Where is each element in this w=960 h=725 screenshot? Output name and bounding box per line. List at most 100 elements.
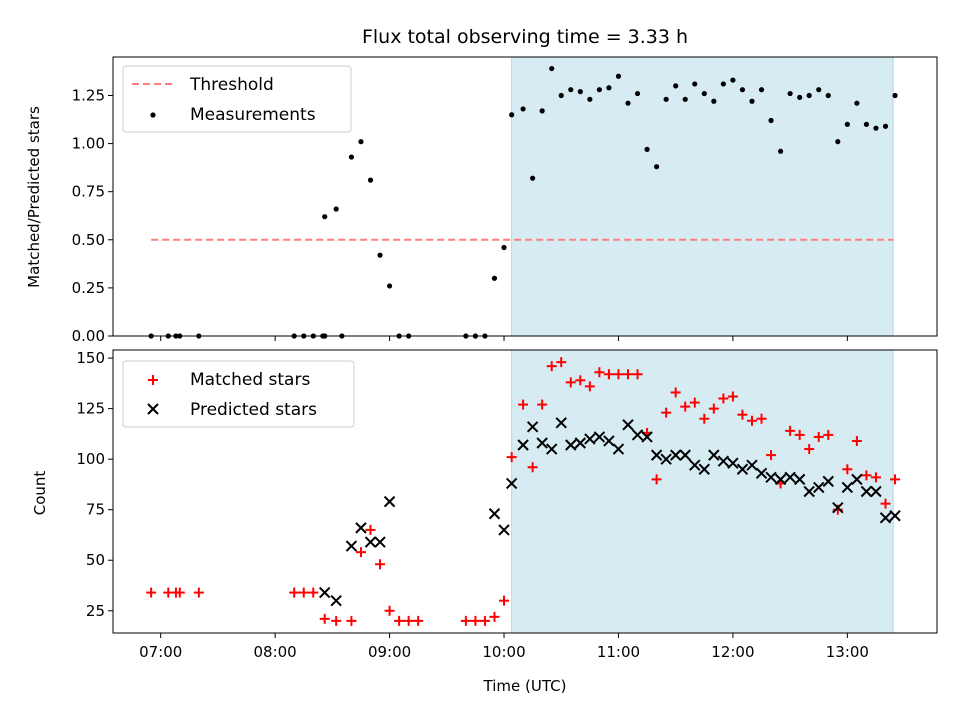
predicted-star-point bbox=[330, 594, 342, 607]
predicted-star-point bbox=[631, 429, 644, 441]
y-tick-label: 0.50 bbox=[72, 231, 105, 249]
top-x-ticks bbox=[160, 336, 848, 341]
matched-star-point bbox=[890, 474, 901, 485]
predicted-star-point bbox=[774, 473, 787, 486]
predicted-star-point bbox=[689, 459, 701, 471]
predicted-star-point bbox=[784, 471, 796, 484]
x-stroke-b bbox=[536, 437, 548, 449]
measurement-point bbox=[768, 117, 774, 124]
x-stroke-b bbox=[593, 431, 606, 443]
predicted-star-point bbox=[870, 485, 882, 498]
measurement-point bbox=[596, 87, 602, 93]
matched-star-point bbox=[603, 369, 614, 380]
predicted-star-point bbox=[832, 501, 844, 514]
predicted-star-point bbox=[622, 419, 634, 431]
x-tick-label: 12:00 bbox=[711, 643, 754, 661]
x-stroke-b bbox=[330, 594, 342, 607]
matched-star-point bbox=[842, 464, 853, 475]
x-stroke-b bbox=[860, 485, 873, 498]
matched-star-point bbox=[527, 462, 538, 473]
x-tick-label: 11:00 bbox=[597, 643, 640, 661]
measurement-point bbox=[701, 90, 707, 97]
measurement-point bbox=[577, 89, 583, 95]
predicted-star-point bbox=[717, 455, 730, 467]
measurement-point bbox=[587, 96, 593, 102]
x-stroke-b bbox=[641, 431, 653, 443]
legend-predicted-label: Predicted stars bbox=[190, 400, 317, 420]
matched-star-point bbox=[670, 387, 681, 398]
predicted-star-point bbox=[355, 522, 367, 534]
matched-star-point bbox=[403, 615, 414, 626]
top-chart-title: Flux total observing time = 3.33 h bbox=[362, 26, 688, 48]
predicted-star-point bbox=[641, 431, 653, 443]
matched-star-point bbox=[331, 615, 342, 626]
predicted-star-point bbox=[669, 449, 682, 461]
x-stroke-b bbox=[603, 435, 615, 447]
bottom-legend: Matched stars Predicted stars bbox=[122, 360, 355, 428]
predicted-star-point bbox=[505, 477, 518, 490]
predicted-star-point bbox=[879, 512, 892, 524]
matched-star-point bbox=[632, 369, 643, 380]
measurement-point bbox=[501, 244, 507, 251]
predicted-star-point bbox=[813, 481, 825, 494]
bottom-axes-frame bbox=[112, 349, 938, 634]
matched-star-point bbox=[394, 615, 405, 626]
predicted-star-point bbox=[374, 536, 386, 548]
matched-star-point bbox=[766, 450, 777, 461]
matched-star-point bbox=[489, 611, 500, 622]
x-tick-label: 13:00 bbox=[826, 643, 869, 661]
measurement-point bbox=[333, 206, 339, 212]
measurement-point bbox=[873, 125, 879, 131]
measurement-point bbox=[730, 77, 736, 83]
observing-window-shade bbox=[511, 57, 894, 336]
matched-star-point bbox=[689, 397, 700, 408]
measurement-point bbox=[348, 154, 355, 160]
y-tick-label: 0.25 bbox=[72, 279, 105, 297]
top-panel: 0.00 0.25 0.50 0.75 1.00 1.25 Flux total obse… bbox=[25, 26, 938, 345]
measurement-point bbox=[892, 92, 898, 99]
measurement-point bbox=[739, 87, 746, 93]
measurement-point bbox=[491, 275, 498, 281]
matched-star-point bbox=[346, 615, 357, 626]
x-stroke-b bbox=[345, 540, 358, 552]
predicted-star-point bbox=[708, 449, 720, 461]
matched-star-point bbox=[384, 605, 395, 616]
x-stroke-b bbox=[622, 419, 634, 431]
matched-star-point bbox=[594, 367, 605, 378]
x-stroke-b bbox=[612, 443, 625, 455]
predicted-star-point bbox=[889, 510, 901, 522]
measurement-point bbox=[692, 81, 698, 87]
matched-star-point bbox=[727, 391, 738, 402]
measurement-point bbox=[777, 148, 784, 154]
y-tick-label: 0.75 bbox=[72, 183, 105, 201]
measurement-point bbox=[615, 73, 622, 79]
measurement-point bbox=[558, 92, 564, 99]
y-tick-label: 0.00 bbox=[72, 327, 105, 345]
matched-star-point bbox=[193, 587, 204, 598]
x-stroke-b bbox=[879, 512, 892, 524]
count-points bbox=[146, 357, 901, 626]
measurement-point bbox=[720, 81, 726, 87]
top-y-ticks: 0.00 0.25 0.50 0.75 1.00 1.25 bbox=[72, 86, 113, 345]
matched-star-point bbox=[708, 403, 719, 414]
matched-star-point bbox=[355, 547, 366, 558]
predicted-star-point bbox=[698, 463, 711, 475]
measurement-point bbox=[568, 87, 574, 93]
measurement-point bbox=[882, 123, 889, 129]
x-stroke-b bbox=[679, 449, 691, 461]
matched-star-point bbox=[785, 425, 796, 436]
bottom-x-ticks: 07:00 08:00 09:00 10:00 11:00 12:00 13:00 bbox=[139, 633, 869, 661]
x-stroke-b bbox=[505, 477, 518, 490]
measurement-point bbox=[673, 83, 679, 89]
legend-threshold-label: Threshold bbox=[189, 75, 274, 95]
matched-star-point bbox=[861, 470, 872, 481]
x-stroke-b bbox=[841, 481, 854, 494]
predicted-star-point bbox=[526, 421, 539, 433]
x-stroke-b bbox=[383, 495, 396, 508]
y-tick-label: 150 bbox=[76, 349, 105, 367]
measurement-point bbox=[530, 175, 536, 181]
x-stroke-b bbox=[736, 463, 749, 475]
x-stroke-b bbox=[147, 403, 159, 415]
x-stroke-b bbox=[526, 421, 539, 433]
matched-star-point bbox=[537, 399, 548, 410]
